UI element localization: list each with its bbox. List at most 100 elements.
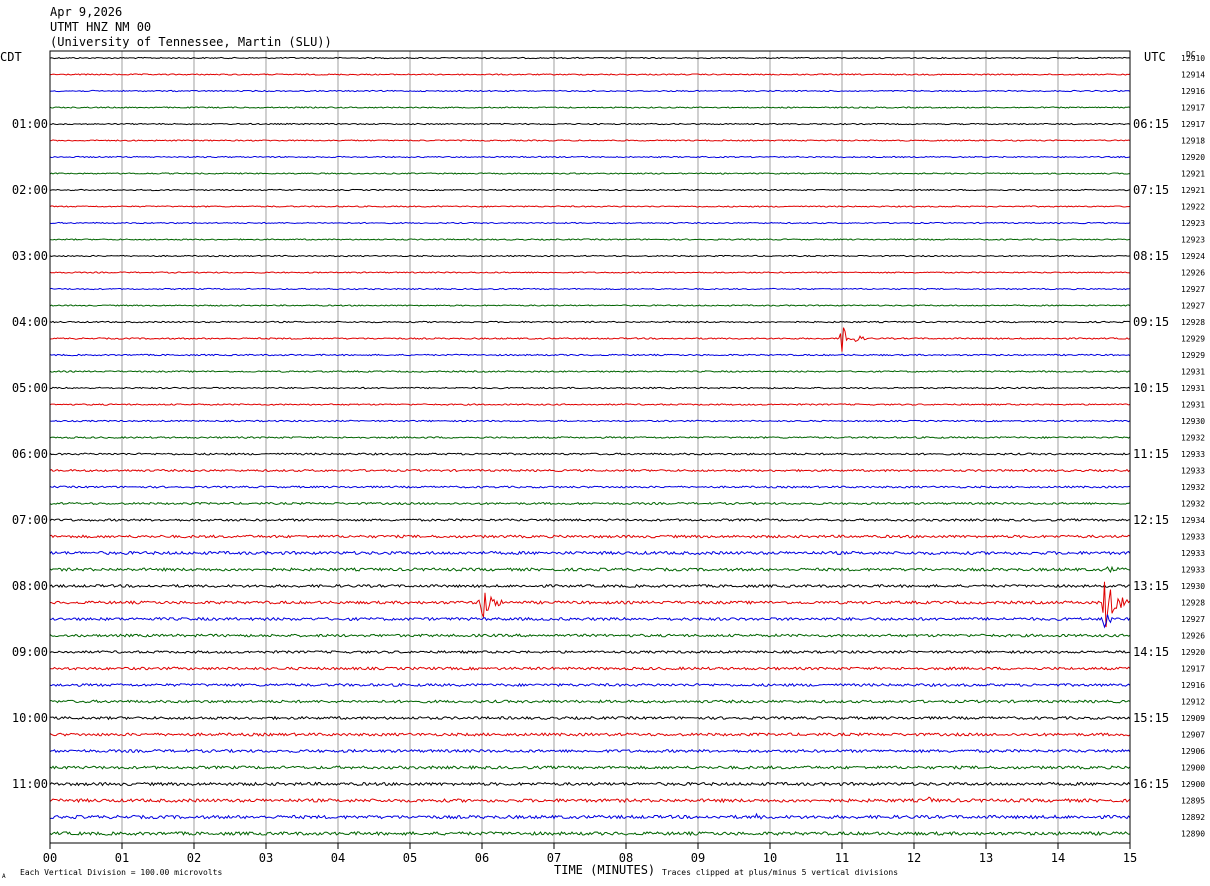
trace-row-38 [49, 682, 1131, 688]
dc-value-row-13: 12926 [1181, 269, 1205, 278]
x-tick-label-15: 15 [1123, 851, 1137, 865]
dc-value-row-38: 12916 [1181, 681, 1205, 690]
dc-value-row-45: 12895 [1181, 797, 1205, 806]
x-tick-label-06: 06 [475, 851, 489, 865]
trace-row-9 [49, 205, 1131, 208]
trace-row-26 [49, 485, 1131, 489]
x-tick-label-07: 07 [547, 851, 561, 865]
right-hour-label-16:15: 16:15 [1133, 777, 1169, 791]
header-date: Apr 9,2026 [50, 5, 122, 19]
dc-value-row-10: 12923 [1181, 219, 1205, 228]
trace-row-20 [49, 386, 1131, 390]
trace-row-47 [49, 830, 1131, 837]
trace-row-36 [49, 650, 1131, 655]
dc-value-row-27: 12932 [1181, 500, 1205, 509]
x-tick-label-01: 01 [115, 851, 129, 865]
dc-value-row-24: 12933 [1181, 450, 1205, 459]
trace-row-30 [49, 550, 1131, 556]
trace-row-12 [49, 254, 1131, 258]
dc-value-row-7: 12921 [1181, 170, 1205, 179]
dc-value-row-18: 12929 [1181, 351, 1205, 360]
dc-value-row-40: 12909 [1181, 714, 1205, 723]
x-tick-label-13: 13 [979, 851, 993, 865]
trace-row-15 [49, 304, 1131, 307]
x-tick-label-08: 08 [619, 851, 633, 865]
dc-value-row-32: 12930 [1181, 582, 1205, 591]
trace-row-25 [49, 468, 1131, 473]
trace-row-37 [49, 666, 1131, 671]
plot-frame [49, 50, 1131, 844]
left-hour-label-01:00: 01:00 [12, 117, 48, 131]
dc-value-row-36: 12920 [1181, 648, 1205, 657]
dc-value-row-41: 12907 [1181, 731, 1205, 740]
x-tick-label-04: 04 [331, 851, 345, 865]
x-tick-label-10: 10 [763, 851, 777, 865]
dc-value-row-46: 12892 [1181, 813, 1205, 822]
trace-row-32 [49, 583, 1131, 589]
right-hour-label-10:15: 10:15 [1133, 381, 1169, 395]
trace-row-33 [49, 581, 1131, 628]
header-institution: (University of Tennessee, Martin (SLU)) [50, 35, 332, 49]
right-hour-label-12:15: 12:15 [1133, 513, 1169, 527]
right-hour-label-15:15: 15:15 [1133, 711, 1169, 725]
trace-row-22 [49, 419, 1131, 423]
trace-row-3 [49, 106, 1131, 109]
left-hour-label-02:00: 02:00 [12, 183, 48, 197]
corner-mark: A [2, 873, 6, 880]
left-hour-label-07:00: 07:00 [12, 513, 48, 527]
dc-value-row-8: 12921 [1181, 186, 1205, 195]
x-axis-label: TIME (MINUTES) [554, 863, 655, 877]
trace-row-0 [49, 56, 1131, 60]
right-hour-label-06:15: 06:15 [1133, 117, 1169, 131]
trace-row-1 [49, 73, 1131, 76]
seismic-traces [49, 56, 1131, 837]
dc-value-row-34: 12927 [1181, 615, 1205, 624]
right-hour-label-14:15: 14:15 [1133, 645, 1169, 659]
dc-value-row-23: 12932 [1181, 434, 1205, 443]
trace-row-41 [49, 732, 1131, 737]
dc-value-row-9: 12922 [1181, 203, 1205, 212]
left-hour-label-05:00: 05:00 [12, 381, 48, 395]
x-axis-ticks: 00 01 02 03 04 05 06 07 08 09 10 11 12 13 14 15 [43, 843, 1137, 865]
trace-row-46 [49, 812, 1131, 820]
dc-value-row-4: 12917 [1181, 120, 1205, 129]
trace-row-16 [49, 320, 1131, 324]
dc-value-column: 12910 12914 12916 12917 12917 12918 12920 12921… [1181, 54, 1205, 839]
left-axis-title: CDT [0, 50, 22, 64]
dc-value-row-0: 12910 [1181, 54, 1205, 63]
left-hour-label-03:00: 03:00 [12, 249, 48, 263]
dc-value-row-42: 12906 [1181, 747, 1205, 756]
dc-value-row-39: 12912 [1181, 698, 1205, 707]
dc-header: DC [1186, 50, 1196, 59]
dc-value-row-26: 12932 [1181, 483, 1205, 492]
x-tick-label-11: 11 [835, 851, 849, 865]
dc-value-row-47: 12890 [1181, 830, 1205, 839]
trace-row-23 [49, 436, 1131, 439]
trace-row-21 [49, 403, 1131, 406]
scale-note: Each Vertical Division = 100.00 microvol… [20, 868, 222, 877]
dc-value-row-3: 12917 [1181, 104, 1205, 113]
right-time-labels: 06:15 07:15 08:15 09:15 10:15 11:15 12:15 13:15… [1133, 117, 1169, 791]
right-axis-title: UTC [1144, 50, 1166, 64]
left-hour-label-08:00: 08:00 [12, 579, 48, 593]
dc-value-row-12: 12924 [1181, 252, 1205, 261]
x-tick-label-12: 12 [907, 851, 921, 865]
header-station: UTMT HNZ NM 00 [50, 20, 151, 34]
trace-row-4 [49, 122, 1131, 126]
dc-value-row-14: 12927 [1181, 285, 1205, 294]
right-hour-label-09:15: 09:15 [1133, 315, 1169, 329]
left-hour-label-10:00: 10:00 [12, 711, 48, 725]
dc-value-row-21: 12931 [1181, 401, 1205, 410]
trace-row-44 [49, 781, 1131, 787]
minute-gridlines [121, 51, 1059, 843]
dc-value-row-35: 12926 [1181, 632, 1205, 641]
trace-row-17 [49, 327, 1131, 352]
left-time-labels: 01:00 02:00 03:00 04:00 05:00 06:00 07:00 08:00… [12, 117, 48, 791]
trace-row-45 [49, 796, 1131, 804]
dc-value-row-15: 12927 [1181, 302, 1205, 311]
left-hour-label-04:00: 04:00 [12, 315, 48, 329]
clip-note: Traces clipped at plus/minus 5 vertical … [662, 868, 898, 877]
dc-value-row-31: 12933 [1181, 566, 1205, 575]
right-hour-label-08:15: 08:15 [1133, 249, 1169, 263]
